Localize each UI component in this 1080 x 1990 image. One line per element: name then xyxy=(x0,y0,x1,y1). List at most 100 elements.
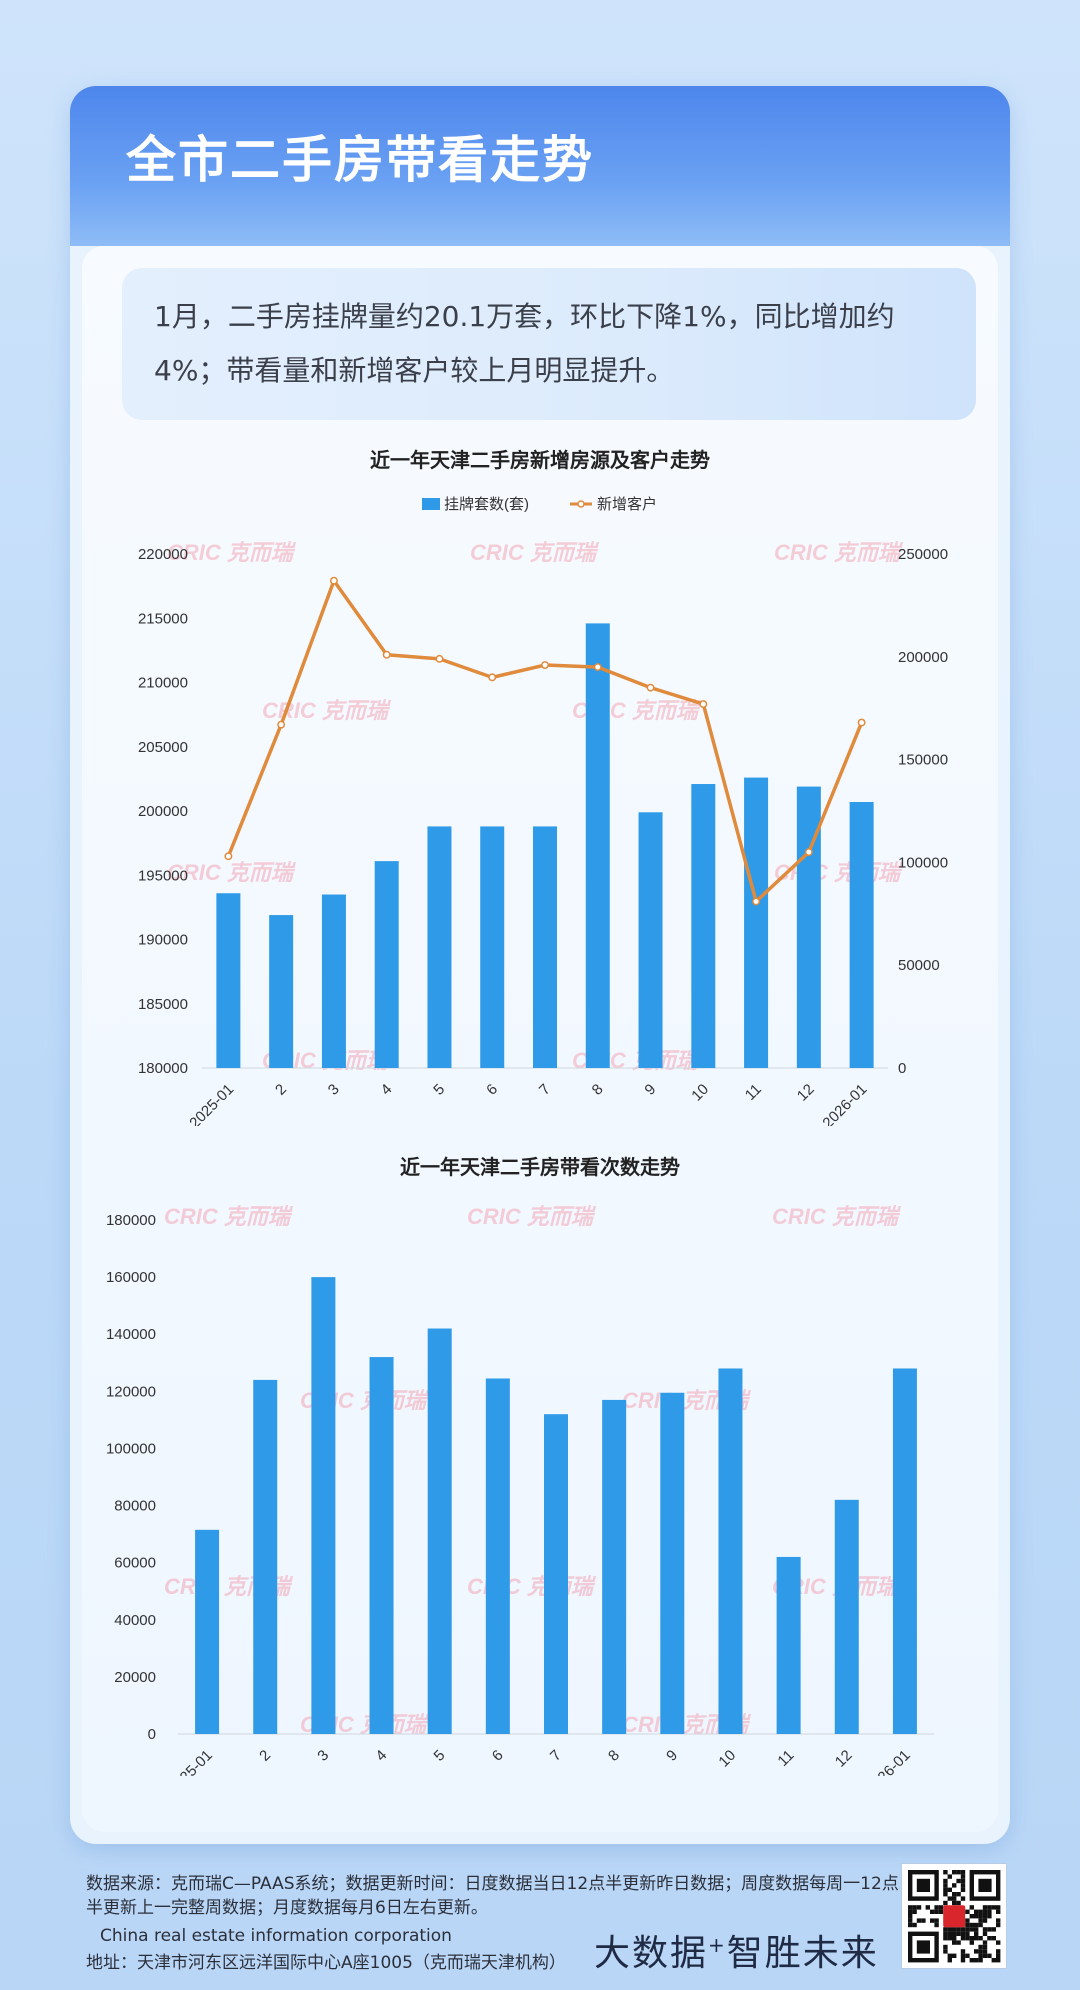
qr-module xyxy=(982,1940,988,1945)
qr-module xyxy=(952,1936,957,1941)
qr-module xyxy=(943,1892,948,1897)
chart1-y-left-tick-8: 220000 xyxy=(138,546,188,563)
qr-module xyxy=(912,1905,917,1910)
chart1-y-right-tick-3: 150000 xyxy=(898,752,948,769)
chart2-x-tick-2: 3 xyxy=(314,1747,332,1765)
qr-module xyxy=(974,1931,979,1936)
chart1-x-tick-8: 9 xyxy=(641,1081,659,1099)
qr-module xyxy=(987,1914,992,1919)
qr-module xyxy=(934,1905,939,1910)
chart1-y-left-tick-5: 205000 xyxy=(138,739,188,756)
chart2-bar-1 xyxy=(253,1379,278,1734)
qr-module xyxy=(956,1931,961,1936)
qr-module xyxy=(996,1953,1001,1958)
chart2-x-tick-1: 2 xyxy=(256,1747,274,1765)
card-header: 全市二手房带看走势 xyxy=(70,86,1010,246)
chart2-y-tick-7: 140000 xyxy=(106,1326,156,1343)
qr-module xyxy=(974,1922,979,1928)
qr-module xyxy=(925,1905,930,1910)
chart1-line-point-2 xyxy=(329,576,338,585)
qr-module xyxy=(960,1949,966,1954)
chart2-y-tick-3: 60000 xyxy=(114,1555,156,1572)
content-panel: 1月，二手房挂牌量约20.1万套，环比下降1%，同比增加约4%；带看量和新增客户… xyxy=(82,246,998,1832)
chart1-y-left-tick-0: 180000 xyxy=(138,1060,188,1077)
qr-module xyxy=(930,1918,935,1923)
chart1-legend-line-marker xyxy=(577,500,585,508)
qr-module xyxy=(978,1914,983,1919)
qr-module xyxy=(982,1909,988,1914)
qr-module xyxy=(934,1909,939,1914)
chart2-x-tick-9: 10 xyxy=(715,1747,739,1771)
chart1-title: 近一年天津二手房新增房源及客户走势 xyxy=(370,448,710,472)
chart2-y-tick-8: 160000 xyxy=(106,1269,156,1286)
qr-module xyxy=(969,1922,974,1928)
chart1-legend-bar-swatch xyxy=(422,498,440,510)
qr-module xyxy=(947,1953,952,1958)
qr-module xyxy=(912,1909,917,1914)
qr-module xyxy=(974,1949,979,1954)
qr-module xyxy=(934,1922,939,1928)
qr-module xyxy=(996,1958,1001,1963)
chart1-x-tick-1: 2 xyxy=(272,1081,290,1099)
qr-module xyxy=(956,1940,961,1945)
qr-module xyxy=(969,1905,974,1910)
qr-code[interactable] xyxy=(902,1864,1006,1968)
report-card: 全市二手房带看走势 1月，二手房挂牌量约20.1万套，环比下降1%，同比增加约4… xyxy=(70,86,1010,1844)
chart2-title: 近一年天津二手房带看次数走势 xyxy=(400,1155,680,1179)
qr-module xyxy=(982,1914,988,1919)
chart1-x-tick-3: 4 xyxy=(378,1081,396,1099)
chart2-y-tick-9: 180000 xyxy=(106,1212,156,1229)
chart2-bar-5 xyxy=(485,1378,510,1734)
qr-module xyxy=(996,1918,1001,1923)
chart1-y-left-tick-4: 200000 xyxy=(138,803,188,820)
qr-module xyxy=(960,1896,966,1901)
watermark-0: CRIC 克而瑞 xyxy=(164,1204,294,1229)
chart2-bar-8 xyxy=(660,1392,685,1734)
qr-module xyxy=(952,1892,957,1897)
chart1-line-point-0 xyxy=(224,852,233,861)
qr-module xyxy=(982,1931,988,1936)
chart2-bar-7 xyxy=(602,1399,627,1734)
chart1-bar-1 xyxy=(269,915,294,1068)
chart1-x-tick-2: 3 xyxy=(325,1081,343,1099)
chart1-line-point-9 xyxy=(699,700,708,709)
chart1-bar-4 xyxy=(427,826,452,1068)
slogan-part-a: 大数据 xyxy=(594,1933,709,1974)
qr-module xyxy=(991,1905,996,1910)
slogan-part-b: 智胜未来 xyxy=(726,1933,879,1974)
qr-module xyxy=(965,1953,970,1958)
qr-module xyxy=(965,1909,970,1914)
qr-module xyxy=(938,1905,944,1910)
qr-module xyxy=(960,1953,966,1958)
qr-module xyxy=(908,1922,913,1928)
qr-module xyxy=(930,1909,935,1914)
qr-module xyxy=(947,1927,952,1932)
qr-finder-tr-core xyxy=(978,1878,992,1892)
qr-module xyxy=(960,1936,966,1941)
chart-new-listings-customers: 近一年天津二手房新增房源及客户走势 挂牌套数(套) 新增客户 CRIC 克而瑞 CRIC… xyxy=(82,436,998,1126)
chart1-y-right-tick-1: 50000 xyxy=(898,957,940,974)
chart2-x-tick-4: 5 xyxy=(431,1747,449,1765)
qr-module xyxy=(943,1900,948,1906)
qr-module xyxy=(960,1931,966,1936)
qr-module xyxy=(956,1892,961,1897)
qr-module xyxy=(974,1909,979,1914)
qr-module xyxy=(908,1909,913,1914)
chart2-x-tick-3: 4 xyxy=(372,1747,390,1765)
qr-module xyxy=(982,1949,988,1954)
chart1-y-right-tick-0: 0 xyxy=(898,1060,906,1077)
qr-module xyxy=(956,1878,961,1884)
chart1-line-point-12 xyxy=(857,718,866,727)
qr-module xyxy=(978,1922,983,1928)
qr-module xyxy=(969,1958,974,1963)
chart2-bar-11 xyxy=(834,1499,859,1734)
qr-module xyxy=(960,1878,966,1884)
qr-module xyxy=(943,1927,948,1932)
qr-module xyxy=(938,1909,944,1914)
qr-module xyxy=(991,1958,996,1963)
chart1-x-tick-11: 12 xyxy=(794,1081,818,1105)
qr-module xyxy=(960,1874,966,1879)
chart2-bar-9 xyxy=(718,1368,743,1734)
watermark-1: CRIC 克而瑞 xyxy=(470,540,600,565)
